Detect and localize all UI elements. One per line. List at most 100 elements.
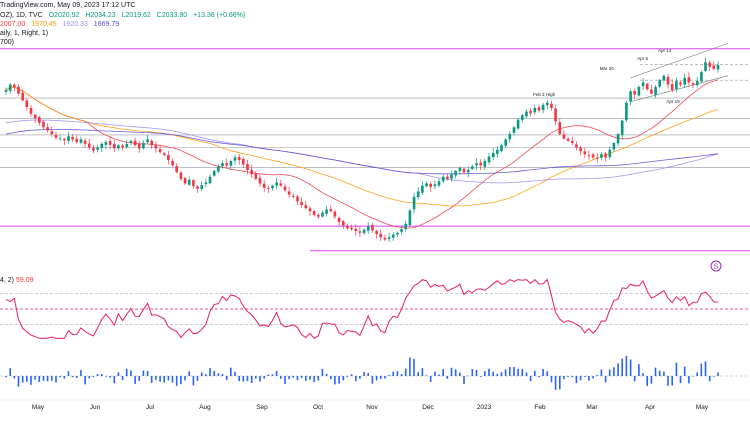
candle-body	[691, 83, 695, 85]
histogram-bar	[292, 376, 295, 378]
histogram-bar	[629, 359, 632, 376]
histogram-bar	[496, 373, 499, 376]
candle-body	[250, 169, 253, 175]
candle-body	[233, 157, 237, 161]
histogram-bar	[371, 376, 374, 384]
candle-body	[575, 144, 578, 148]
histogram-bar	[238, 376, 240, 382]
candle-body	[113, 143, 116, 149]
candle-body	[487, 156, 491, 163]
ma50-line	[5, 86, 719, 207]
annotation-label: Apr 13	[658, 48, 672, 53]
time-axis: May Jun Jul Aug Sep Oct Nov Dec 2023 Feb Mar Apr May	[0, 399, 750, 411]
histogram-bar	[446, 376, 449, 379]
histogram-bar	[613, 367, 615, 376]
candle-body	[712, 65, 716, 69]
histogram-bar	[88, 376, 91, 379]
histogram-bar	[163, 376, 165, 383]
candle-body	[204, 182, 208, 184]
candle-body	[38, 117, 41, 123]
candle-body	[458, 167, 462, 171]
histogram-bar	[425, 375, 428, 376]
candle-body	[8, 84, 12, 91]
candle-body	[462, 168, 466, 173]
histogram-bar	[263, 376, 265, 379]
candle-body	[379, 233, 382, 238]
histogram-bar	[196, 376, 199, 381]
histogram-bar	[454, 369, 457, 376]
candle-body	[29, 108, 33, 114]
histogram-bar	[663, 371, 665, 376]
volume-pane	[0, 355, 750, 390]
candle-body	[175, 166, 178, 173]
candle-body	[142, 143, 145, 149]
candle-body	[491, 152, 495, 157]
candle-body	[550, 103, 553, 108]
indicator-line-2: aily, 1, Right, 1)	[0, 30, 49, 37]
candle-body	[25, 100, 29, 108]
histogram-bar	[109, 376, 111, 378]
candle-body	[133, 140, 137, 146]
histogram-bar	[592, 376, 594, 379]
histogram-bar	[76, 376, 78, 378]
rsi-label: 4, 2) 59.09	[0, 277, 34, 284]
candle-body	[658, 80, 661, 87]
histogram-bar	[400, 374, 403, 376]
histogram-bar	[567, 376, 569, 377]
candle-body	[641, 82, 645, 87]
candle-body	[258, 177, 262, 184]
candle-body	[154, 144, 158, 149]
candle-body	[79, 139, 83, 143]
histogram-bar	[500, 372, 503, 376]
candle-body	[196, 186, 199, 189]
time-axis-tick-label: Sep	[256, 404, 268, 411]
histogram-bar	[675, 362, 678, 376]
candle-body	[412, 196, 416, 210]
candle-body	[558, 122, 562, 135]
candle-body	[516, 119, 520, 129]
candle-body	[17, 86, 20, 94]
histogram-bar	[96, 374, 99, 376]
candle-body	[242, 159, 245, 165]
candle-body	[267, 187, 270, 189]
histogram-bar	[625, 355, 628, 376]
histogram-bar	[55, 376, 57, 383]
candle-body	[292, 195, 295, 197]
histogram-bar	[42, 376, 45, 381]
histogram-bar	[338, 376, 340, 384]
rsi-pane	[0, 278, 750, 339]
histogram-bar	[317, 376, 320, 381]
candle-body	[546, 102, 549, 105]
histogram-bar	[296, 376, 299, 381]
alert-icon	[710, 260, 722, 272]
candle-body	[662, 75, 666, 81]
histogram-bar	[200, 372, 203, 376]
time-axis-tick-label: Mar	[586, 404, 598, 411]
candle-body	[362, 229, 366, 234]
histogram-bar	[180, 376, 182, 384]
histogram-bar	[413, 358, 415, 376]
histogram-bar	[588, 376, 590, 381]
candle-body	[416, 191, 420, 197]
histogram-bar	[188, 371, 190, 376]
histogram-bar	[584, 376, 586, 377]
histogram-bar	[379, 376, 382, 379]
histogram-bar	[442, 369, 444, 376]
histogram-bar	[305, 376, 307, 381]
candle-body	[104, 142, 108, 145]
histogram-bar	[150, 376, 153, 383]
candle-body	[529, 110, 532, 114]
histogram-bar	[313, 376, 315, 383]
histogram-bar	[429, 376, 432, 382]
candle-body	[391, 234, 395, 238]
histogram-bar	[396, 371, 399, 376]
histogram-bar	[146, 370, 149, 376]
histogram-bar	[713, 376, 715, 377]
candle-body	[471, 166, 474, 169]
histogram-bar	[571, 376, 574, 378]
histogram-bar	[504, 369, 507, 376]
candle-body	[541, 104, 545, 110]
histogram-bar	[579, 376, 582, 381]
histogram-bar	[450, 367, 453, 376]
